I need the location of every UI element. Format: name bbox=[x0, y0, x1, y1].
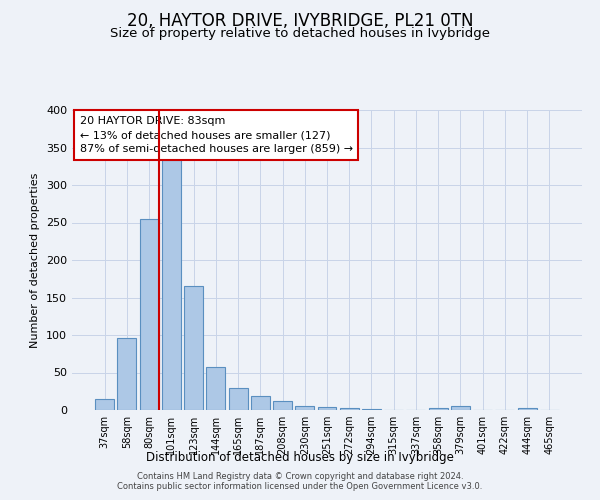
Bar bbox=[518, 408, 536, 410]
Bar bbox=[118, 338, 136, 410]
Bar bbox=[429, 408, 448, 410]
Text: 20 HAYTOR DRIVE: 83sqm
← 13% of detached houses are smaller (127)
87% of semi-de: 20 HAYTOR DRIVE: 83sqm ← 13% of detached… bbox=[80, 116, 353, 154]
Bar bbox=[229, 388, 248, 410]
Bar bbox=[162, 160, 181, 410]
Text: Contains public sector information licensed under the Open Government Licence v3: Contains public sector information licen… bbox=[118, 482, 482, 491]
Bar bbox=[95, 399, 114, 410]
Bar bbox=[273, 401, 292, 410]
Bar bbox=[451, 406, 470, 410]
Bar bbox=[340, 408, 359, 410]
Text: Size of property relative to detached houses in Ivybridge: Size of property relative to detached ho… bbox=[110, 28, 490, 40]
Text: Contains HM Land Registry data © Crown copyright and database right 2024.: Contains HM Land Registry data © Crown c… bbox=[137, 472, 463, 481]
Bar bbox=[251, 396, 270, 410]
Bar bbox=[295, 406, 314, 410]
Y-axis label: Number of detached properties: Number of detached properties bbox=[31, 172, 40, 348]
Text: 20, HAYTOR DRIVE, IVYBRIDGE, PL21 0TN: 20, HAYTOR DRIVE, IVYBRIDGE, PL21 0TN bbox=[127, 12, 473, 30]
Bar bbox=[362, 409, 381, 410]
Bar bbox=[317, 407, 337, 410]
Bar bbox=[206, 367, 225, 410]
Bar bbox=[184, 286, 203, 410]
Bar bbox=[140, 219, 158, 410]
Text: Distribution of detached houses by size in Ivybridge: Distribution of detached houses by size … bbox=[146, 451, 454, 464]
